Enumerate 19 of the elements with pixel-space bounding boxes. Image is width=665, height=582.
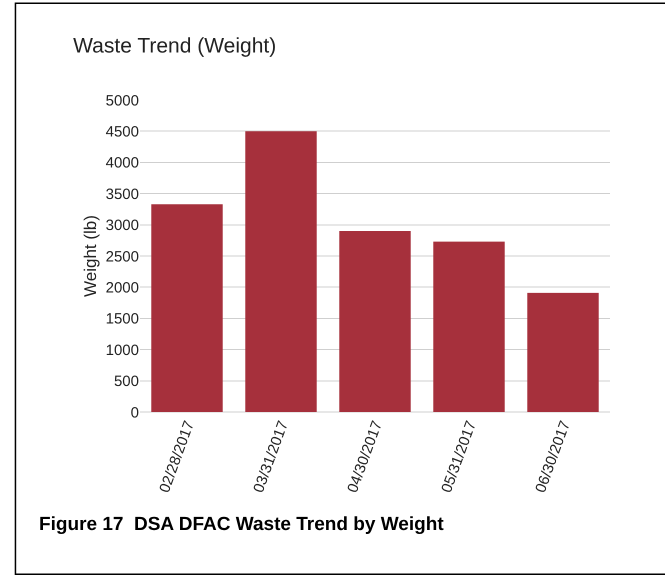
bar <box>527 292 599 412</box>
y-tick-label: 500 <box>114 373 139 390</box>
y-tick-label: 0 <box>130 404 139 422</box>
y-tick-label: 2500 <box>106 248 139 266</box>
y-tick-label: 3500 <box>106 186 139 203</box>
y-tick-label: 3000 <box>106 217 139 234</box>
y-tick-label: 5000 <box>106 92 139 110</box>
bar <box>339 231 411 412</box>
y-tick-label: 4500 <box>106 123 139 140</box>
bar <box>245 131 317 412</box>
y-tick-label: 4000 <box>106 154 139 172</box>
y-tick-label: 2000 <box>106 279 139 296</box>
caption: Figure 17 DSA DFAC Waste Trend by Weight <box>39 514 444 535</box>
bar <box>433 242 505 412</box>
bar <box>151 204 223 412</box>
y-tick-label: 1500 <box>106 310 139 328</box>
chart-title: Waste Trend (Weight) <box>73 34 276 58</box>
y-tick-label: 1000 <box>106 342 139 359</box>
y-axis-title: Weight (lb) <box>81 215 100 297</box>
